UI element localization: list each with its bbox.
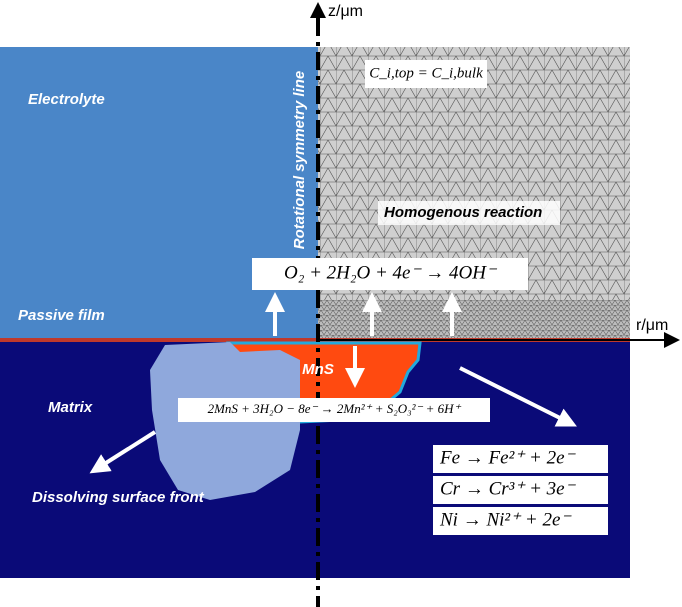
oxygen-eq: O₂ + 2H₂O + 4e⁻ → 4OH⁻ bbox=[284, 262, 498, 283]
mns-label: MnS bbox=[302, 361, 334, 378]
homog-label: Homogenous reaction bbox=[384, 204, 542, 221]
boundary-eq: C_i,top = C_i,bulk bbox=[369, 65, 483, 81]
electrolyte-label: Electrolyte bbox=[28, 91, 105, 108]
metal-eq: Fe → Fe²⁺ + 2e⁻ bbox=[439, 447, 577, 468]
metal-equations: Fe → Fe²⁺ + 2e⁻ Cr → Cr³⁺ + 3e⁻ Ni → Ni²⁺ … bbox=[433, 445, 608, 535]
mns-eq: 2MnS + 3H₂O − 8e⁻ → 2Mn²⁺ + S₂O₃²⁻ + 6H⁺ bbox=[208, 401, 462, 416]
passive-label: Passive film bbox=[18, 307, 105, 324]
metal-eq: Ni → Ni²⁺ + 2e⁻ bbox=[439, 509, 572, 530]
r-label: r/μm bbox=[636, 317, 668, 334]
matrix-label: Matrix bbox=[48, 399, 93, 416]
symmetry-label: Rotational symmetry line bbox=[291, 71, 308, 249]
mesh-fine bbox=[318, 300, 630, 340]
z-label: z/μm bbox=[328, 3, 363, 20]
dissolving-label: Dissolving surface front bbox=[32, 489, 205, 506]
diagram: z/μm r/μm Electrolyte Rotational symmetr… bbox=[0, 0, 682, 607]
metal-eq: Cr → Cr³⁺ + 3e⁻ bbox=[440, 478, 577, 499]
mesh-region bbox=[318, 47, 630, 340]
